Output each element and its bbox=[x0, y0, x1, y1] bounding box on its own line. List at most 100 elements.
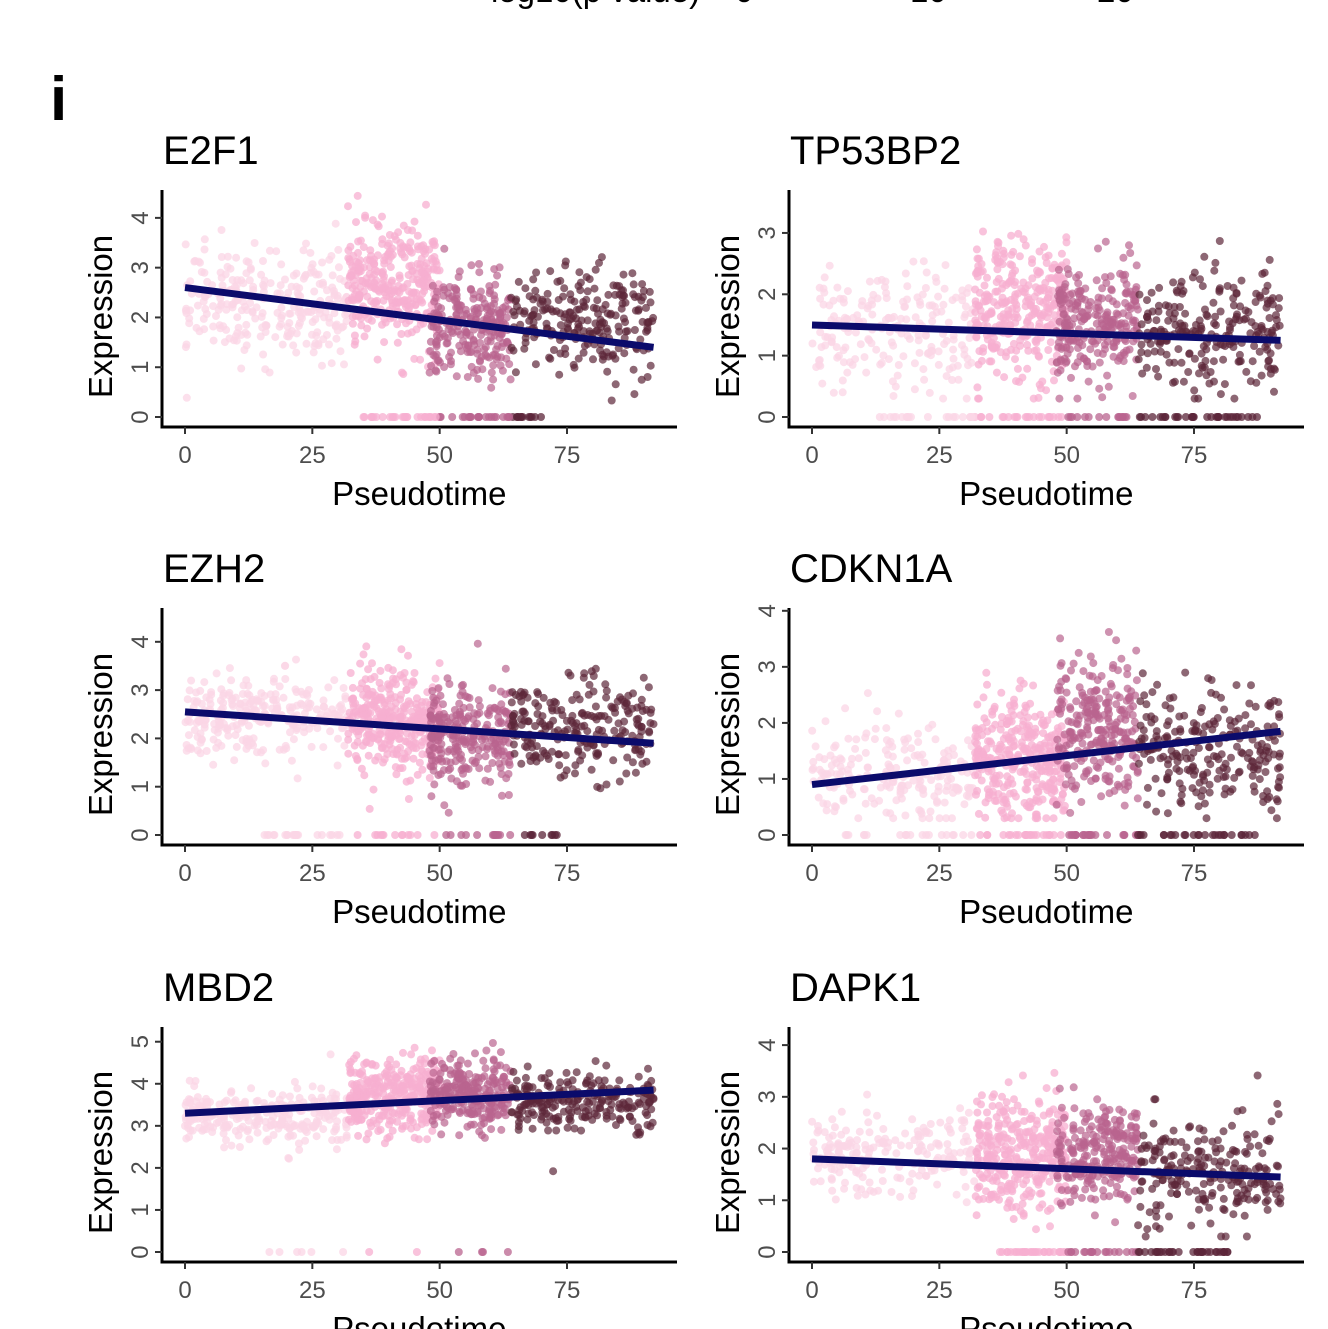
data-point bbox=[945, 365, 954, 374]
data-point bbox=[427, 731, 436, 740]
data-point bbox=[816, 294, 825, 303]
data-point bbox=[237, 364, 246, 373]
data-point bbox=[1164, 302, 1173, 311]
zero-point bbox=[1181, 413, 1190, 421]
data-point bbox=[1263, 743, 1272, 752]
y-tick-label: 1 bbox=[127, 361, 154, 374]
data-point bbox=[348, 284, 357, 293]
data-point bbox=[182, 340, 191, 349]
data-point bbox=[954, 375, 963, 384]
data-point bbox=[326, 1050, 335, 1059]
data-point bbox=[634, 305, 643, 314]
data-point bbox=[1128, 392, 1137, 400]
data-point bbox=[444, 808, 453, 817]
data-point bbox=[521, 333, 530, 342]
data-point bbox=[278, 340, 287, 349]
zero-point bbox=[369, 413, 378, 421]
data-point bbox=[394, 228, 403, 237]
data-point bbox=[256, 332, 265, 341]
data-point bbox=[232, 1115, 241, 1124]
data-point bbox=[900, 745, 909, 754]
data-point bbox=[502, 354, 511, 363]
data-point bbox=[272, 247, 281, 256]
data-point bbox=[205, 695, 214, 704]
x-axis-label: Pseudotime bbox=[959, 893, 1133, 930]
data-point bbox=[1174, 345, 1183, 354]
data-point bbox=[861, 799, 870, 808]
data-point bbox=[860, 353, 869, 362]
data-point bbox=[536, 753, 545, 762]
data-point bbox=[1092, 762, 1101, 771]
data-point bbox=[1092, 276, 1101, 285]
data-point bbox=[961, 302, 970, 311]
data-point bbox=[351, 752, 360, 760]
data-point bbox=[334, 263, 343, 272]
data-point bbox=[440, 244, 449, 253]
data-point bbox=[210, 719, 219, 728]
data-point bbox=[567, 295, 575, 304]
zero-point bbox=[1056, 831, 1065, 839]
data-point bbox=[1045, 742, 1054, 751]
data-point bbox=[899, 352, 908, 361]
data-point bbox=[1140, 749, 1149, 758]
data-point bbox=[1265, 356, 1273, 365]
data-point bbox=[1083, 725, 1092, 734]
data-point bbox=[424, 264, 433, 273]
data-point bbox=[639, 673, 648, 682]
data-point bbox=[396, 743, 405, 752]
data-point bbox=[285, 703, 294, 712]
data-point bbox=[1263, 345, 1272, 354]
data-point bbox=[1216, 307, 1225, 316]
data-point bbox=[1023, 317, 1032, 326]
data-point bbox=[964, 792, 973, 801]
data-point bbox=[378, 283, 386, 292]
data-point bbox=[239, 279, 248, 288]
data-point bbox=[317, 1084, 326, 1093]
data-point bbox=[467, 285, 476, 294]
data-point bbox=[600, 319, 609, 328]
data-point bbox=[1059, 291, 1068, 300]
fit-line bbox=[184, 284, 655, 351]
zero-point bbox=[457, 831, 466, 839]
data-point bbox=[1066, 808, 1075, 817]
data-point bbox=[1089, 695, 1098, 704]
data-point bbox=[504, 791, 513, 799]
data-point bbox=[984, 292, 992, 301]
data-point bbox=[1098, 284, 1107, 293]
data-point bbox=[333, 326, 342, 335]
data-point bbox=[1263, 787, 1272, 796]
data-point bbox=[992, 368, 1001, 377]
data-point bbox=[526, 757, 535, 765]
data-point bbox=[395, 713, 404, 722]
data-point bbox=[481, 752, 490, 761]
data-point bbox=[1232, 681, 1241, 690]
data-point bbox=[326, 1094, 335, 1103]
data-point bbox=[1107, 286, 1116, 295]
data-point bbox=[832, 343, 841, 352]
data-point bbox=[1042, 259, 1051, 267]
data-point bbox=[916, 300, 925, 309]
data-point bbox=[1015, 252, 1024, 261]
data-point bbox=[981, 813, 990, 822]
data-point bbox=[1091, 310, 1100, 319]
panel-title: E2F1 bbox=[163, 129, 259, 173]
data-point bbox=[979, 227, 987, 236]
data-point bbox=[552, 307, 561, 316]
data-point bbox=[557, 706, 566, 714]
y-tick-label: 4 bbox=[127, 635, 154, 648]
data-point bbox=[1029, 681, 1038, 690]
data-point bbox=[636, 335, 645, 344]
data-point bbox=[374, 222, 383, 231]
data-point bbox=[404, 651, 412, 660]
zero-point bbox=[1037, 413, 1046, 421]
data-point bbox=[889, 392, 898, 400]
data-point bbox=[1053, 735, 1062, 744]
data-point bbox=[240, 346, 249, 354]
data-point bbox=[325, 295, 334, 304]
data-point bbox=[1035, 352, 1043, 361]
data-point bbox=[1103, 755, 1112, 764]
data-point bbox=[475, 260, 483, 268]
zero-point bbox=[1223, 413, 1232, 421]
data-point bbox=[426, 347, 435, 355]
